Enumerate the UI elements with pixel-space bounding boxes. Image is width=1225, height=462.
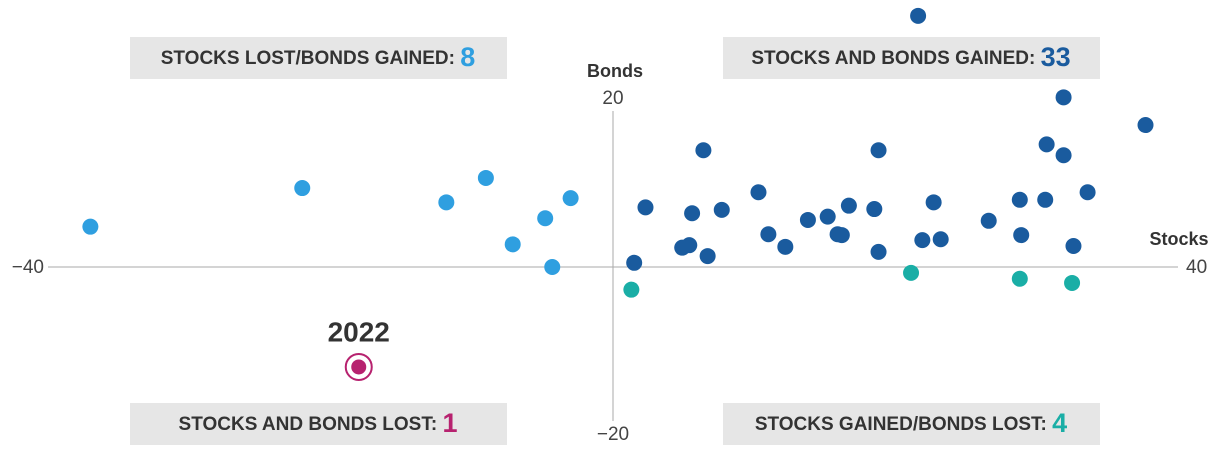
x-tick-label: 40 <box>1186 257 1207 278</box>
point <box>914 232 931 249</box>
label-count: 33 <box>1041 42 1071 72</box>
quadrant-label: STOCKS AND BONDS GAINED: 33 <box>723 37 1100 79</box>
point <box>351 359 367 375</box>
label-count: 4 <box>1052 408 1067 438</box>
point <box>562 190 579 207</box>
point <box>750 184 767 201</box>
point <box>82 218 99 235</box>
point <box>903 264 920 281</box>
point <box>819 208 836 225</box>
point <box>626 254 643 271</box>
quadrant-text: STOCKS AND BONDS GAINED: 33 <box>751 42 1070 72</box>
point <box>840 197 857 214</box>
point <box>1011 191 1028 208</box>
point <box>1055 147 1072 164</box>
label-box <box>723 403 1100 445</box>
label-count: 1 <box>442 408 457 438</box>
point <box>925 194 942 211</box>
point <box>623 281 640 298</box>
label-box <box>130 37 507 79</box>
quadrant-label: STOCKS LOST/BONDS GAINED: 8 <box>130 37 507 79</box>
point <box>477 169 494 186</box>
point <box>674 239 691 256</box>
point <box>504 236 521 253</box>
point <box>699 248 716 265</box>
point <box>1013 227 1030 244</box>
point <box>833 227 850 244</box>
x-axis-label: Stocks <box>1149 229 1208 249</box>
point <box>637 199 654 216</box>
quadrant-text: STOCKS GAINED/BONDS LOST: 4 <box>755 408 1067 438</box>
point <box>1011 270 1028 287</box>
point <box>695 142 712 159</box>
highlight-ring <box>344 352 373 381</box>
point <box>544 259 561 275</box>
point <box>1037 191 1054 208</box>
label-box <box>723 37 1100 79</box>
point <box>980 212 997 229</box>
point <box>1064 274 1081 291</box>
point-label: 2022 <box>328 316 390 347</box>
y-tick-label: 20 <box>602 88 623 109</box>
quadrant-label: STOCKS AND BONDS LOST: 1 <box>130 403 507 445</box>
point <box>799 211 816 228</box>
point <box>1065 238 1082 254</box>
point <box>684 205 701 222</box>
point <box>1137 117 1154 134</box>
label-text: STOCKS GAINED/BONDS LOST: <box>755 414 1052 435</box>
label-text: STOCKS AND BONDS LOST: <box>179 414 443 435</box>
quadrant-text: STOCKS AND BONDS LOST: 1 <box>179 408 458 438</box>
quadrant-text: STOCKS LOST/BONDS GAINED: 8 <box>161 42 475 72</box>
point <box>1079 184 1096 201</box>
point <box>932 231 949 248</box>
y-axis-label: Bonds <box>587 61 643 81</box>
point <box>870 142 887 159</box>
quadrant-label: STOCKS GAINED/BONDS LOST: 4 <box>723 403 1100 445</box>
point <box>866 201 883 218</box>
y-tick-label: −20 <box>597 424 629 445</box>
point <box>777 238 794 255</box>
label-text: STOCKS AND BONDS GAINED: <box>751 48 1040 69</box>
point <box>294 180 311 197</box>
x-tick-label: −40 <box>12 257 44 278</box>
point <box>537 210 554 227</box>
label-box <box>130 403 507 445</box>
point <box>760 226 777 243</box>
label-text: STOCKS LOST/BONDS GAINED: <box>161 48 460 69</box>
point <box>713 201 730 218</box>
point <box>910 7 927 24</box>
point <box>870 243 887 260</box>
point <box>1055 89 1072 106</box>
point <box>1038 136 1055 153</box>
point <box>438 194 455 211</box>
label-count: 8 <box>460 42 475 72</box>
